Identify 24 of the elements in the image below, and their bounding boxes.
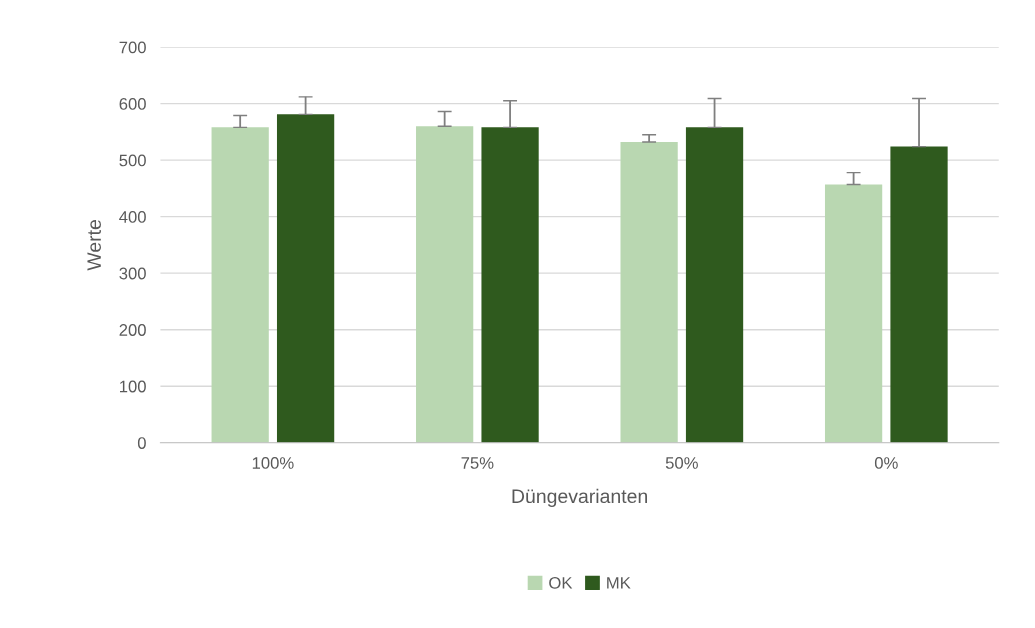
bar xyxy=(620,142,678,443)
bar xyxy=(276,114,335,443)
y-tick-label: 400 xyxy=(119,211,146,223)
y-tick-label: 300 xyxy=(119,267,146,280)
legend-label: MK xyxy=(607,577,631,589)
y-tick-label: 100 xyxy=(120,380,146,393)
y-tick-label: 700 xyxy=(119,41,146,54)
bar xyxy=(416,126,474,443)
bar xyxy=(481,127,539,443)
y-tick-label: 200 xyxy=(119,324,146,336)
x-tick-label: 0% xyxy=(874,457,898,469)
x-tick-label: 100% xyxy=(252,457,294,469)
x-axis-title: Düngevarianten xyxy=(512,488,647,507)
x-tick-label: 75% xyxy=(461,457,494,469)
y-tick-label: 0 xyxy=(137,437,146,449)
y-tick-label: 600 xyxy=(119,98,146,110)
x-tick-label: 50% xyxy=(665,457,698,469)
y-tick-label: 500 xyxy=(119,154,146,167)
bar xyxy=(685,127,744,443)
y-axis-title: Werte xyxy=(87,220,101,271)
bar xyxy=(824,184,883,443)
bar xyxy=(890,146,948,443)
bar xyxy=(211,127,269,443)
legend-label: OK xyxy=(549,576,573,589)
